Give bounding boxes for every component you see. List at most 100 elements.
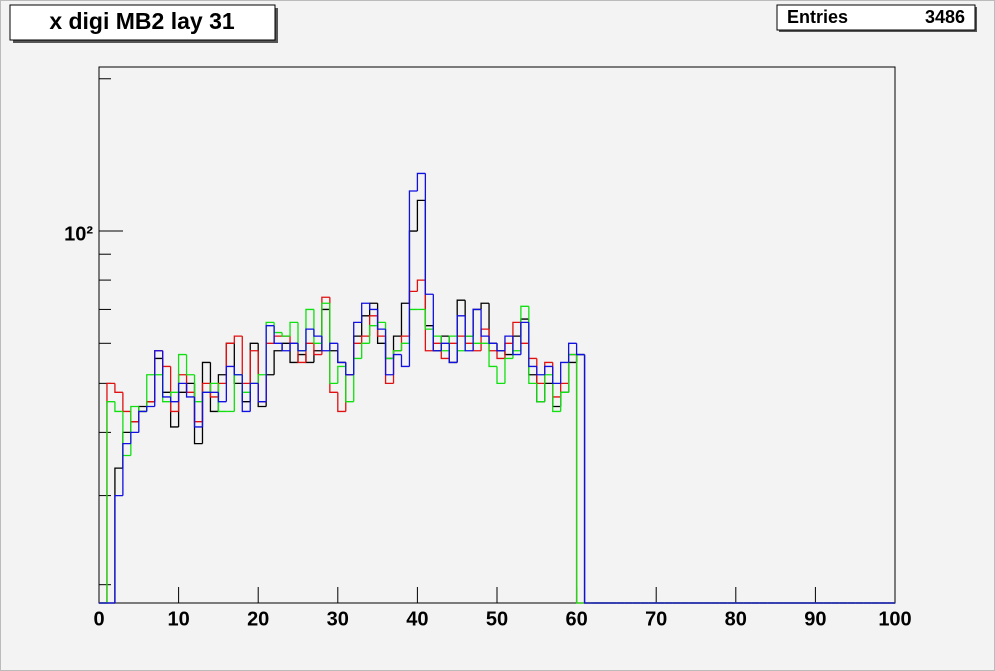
- histogram-step: [560, 361, 569, 384]
- histogram-step: [424, 280, 434, 352]
- histogram-step: [536, 383, 545, 403]
- x-tick-label: 50: [486, 608, 508, 630]
- x-tick-label: 90: [804, 608, 826, 630]
- histogram-step: [321, 336, 330, 352]
- histogram-step: [337, 392, 346, 413]
- histogram-step: [154, 350, 163, 407]
- histogram-step: [456, 315, 466, 363]
- histogram-step: [345, 366, 354, 403]
- histogram-step: [337, 365, 346, 384]
- histogram-step: [265, 325, 275, 402]
- histogram-step: [496, 350, 505, 360]
- x-tick-label: 100: [878, 608, 911, 630]
- x-tick-label: 70: [645, 608, 667, 630]
- histogram-step: [249, 382, 259, 412]
- histogram-step: [432, 294, 442, 352]
- histogram-step: [313, 309, 322, 344]
- histogram-step: [169, 366, 179, 413]
- title: x digi MB2 lay 31: [49, 8, 235, 34]
- histogram-step: [424, 173, 434, 295]
- stats-value: 3486: [925, 7, 965, 27]
- histogram-step: [273, 350, 283, 375]
- histogram-step: [528, 322, 537, 368]
- histogram-step: [138, 410, 147, 433]
- histogram-step: [130, 431, 139, 444]
- x-tick-label: 10: [167, 608, 189, 630]
- histogram-step: [560, 391, 569, 412]
- histogram-step: [408, 190, 418, 367]
- histogram-step: [376, 309, 386, 330]
- histogram-step: [225, 365, 235, 402]
- histogram-step: [169, 396, 179, 403]
- histogram-step: [313, 343, 322, 356]
- histogram-step: [400, 302, 410, 337]
- histogram-step: [480, 309, 490, 337]
- histogram-step: [488, 343, 497, 368]
- histogram-step: [512, 336, 521, 356]
- histogram-step: [544, 365, 553, 375]
- x-tick-label: 0: [93, 608, 104, 630]
- histogram-step: [305, 328, 314, 351]
- histogram-step: [472, 308, 482, 351]
- histogram-step: [361, 302, 370, 323]
- histogram-step: [552, 366, 561, 385]
- histogram-step: [289, 342, 298, 351]
- histogram-step: [448, 343, 458, 364]
- histogram-step: [321, 302, 330, 344]
- histogram-step: [504, 357, 513, 384]
- histogram-step: [209, 382, 219, 393]
- histogram-step: [345, 362, 354, 376]
- histogram-step: [416, 199, 426, 232]
- histogram-step: [496, 343, 505, 352]
- histogram-step: [281, 332, 291, 337]
- histogram-step: [122, 443, 131, 496]
- histogram-step: [424, 309, 434, 330]
- histogram-step: [177, 353, 187, 393]
- histogram-step: [233, 366, 243, 376]
- x-tick-label: 60: [565, 608, 587, 630]
- histogram-step: [273, 325, 283, 344]
- histogram-step: [217, 392, 227, 403]
- histogram-step: [368, 303, 378, 311]
- histogram-step: [209, 362, 219, 413]
- histogram-step: [416, 279, 426, 292]
- histogram-step: [361, 335, 370, 344]
- histogram-step: [249, 350, 259, 384]
- histogram-step: [297, 343, 306, 352]
- histogram-step: [488, 336, 497, 344]
- stats-label: Entries: [787, 7, 848, 27]
- histogram-step: [177, 382, 187, 402]
- histogram-step: [384, 329, 394, 376]
- histogram-step: [146, 405, 155, 412]
- histogram-step: [329, 342, 338, 351]
- x-tick-label: 40: [406, 608, 428, 630]
- histogram-step: [575, 354, 585, 604]
- histogram-step: [464, 315, 474, 352]
- y-tick-label: 10²: [64, 223, 93, 245]
- histogram-step: [257, 383, 267, 403]
- histogram-step: [575, 343, 585, 356]
- histogram-step: [201, 391, 211, 427]
- histogram-step: [392, 353, 402, 375]
- plot-frame: [98, 66, 896, 604]
- histogram-step: [567, 342, 577, 363]
- histogram-step: [440, 342, 450, 351]
- x-tick-label: 30: [327, 608, 349, 630]
- histogram-step: [536, 366, 545, 376]
- histogram-step: [185, 354, 195, 376]
- x-tick-label: 20: [247, 608, 269, 630]
- histogram-step: [289, 321, 298, 337]
- histogram-step: [361, 342, 370, 359]
- histogram-step: [337, 343, 346, 364]
- histogram-step: [281, 343, 291, 352]
- histogram-step: [241, 374, 251, 413]
- histogram-step: [257, 374, 267, 384]
- histogram-step: [106, 401, 115, 603]
- histogram-step: [185, 383, 195, 398]
- histogram-step: [146, 374, 155, 412]
- histogram-step: [114, 401, 123, 413]
- histogram-step: [416, 172, 426, 192]
- histogram-step: [114, 494, 123, 603]
- histogram-step: [193, 396, 203, 428]
- histogram-step: [520, 321, 529, 355]
